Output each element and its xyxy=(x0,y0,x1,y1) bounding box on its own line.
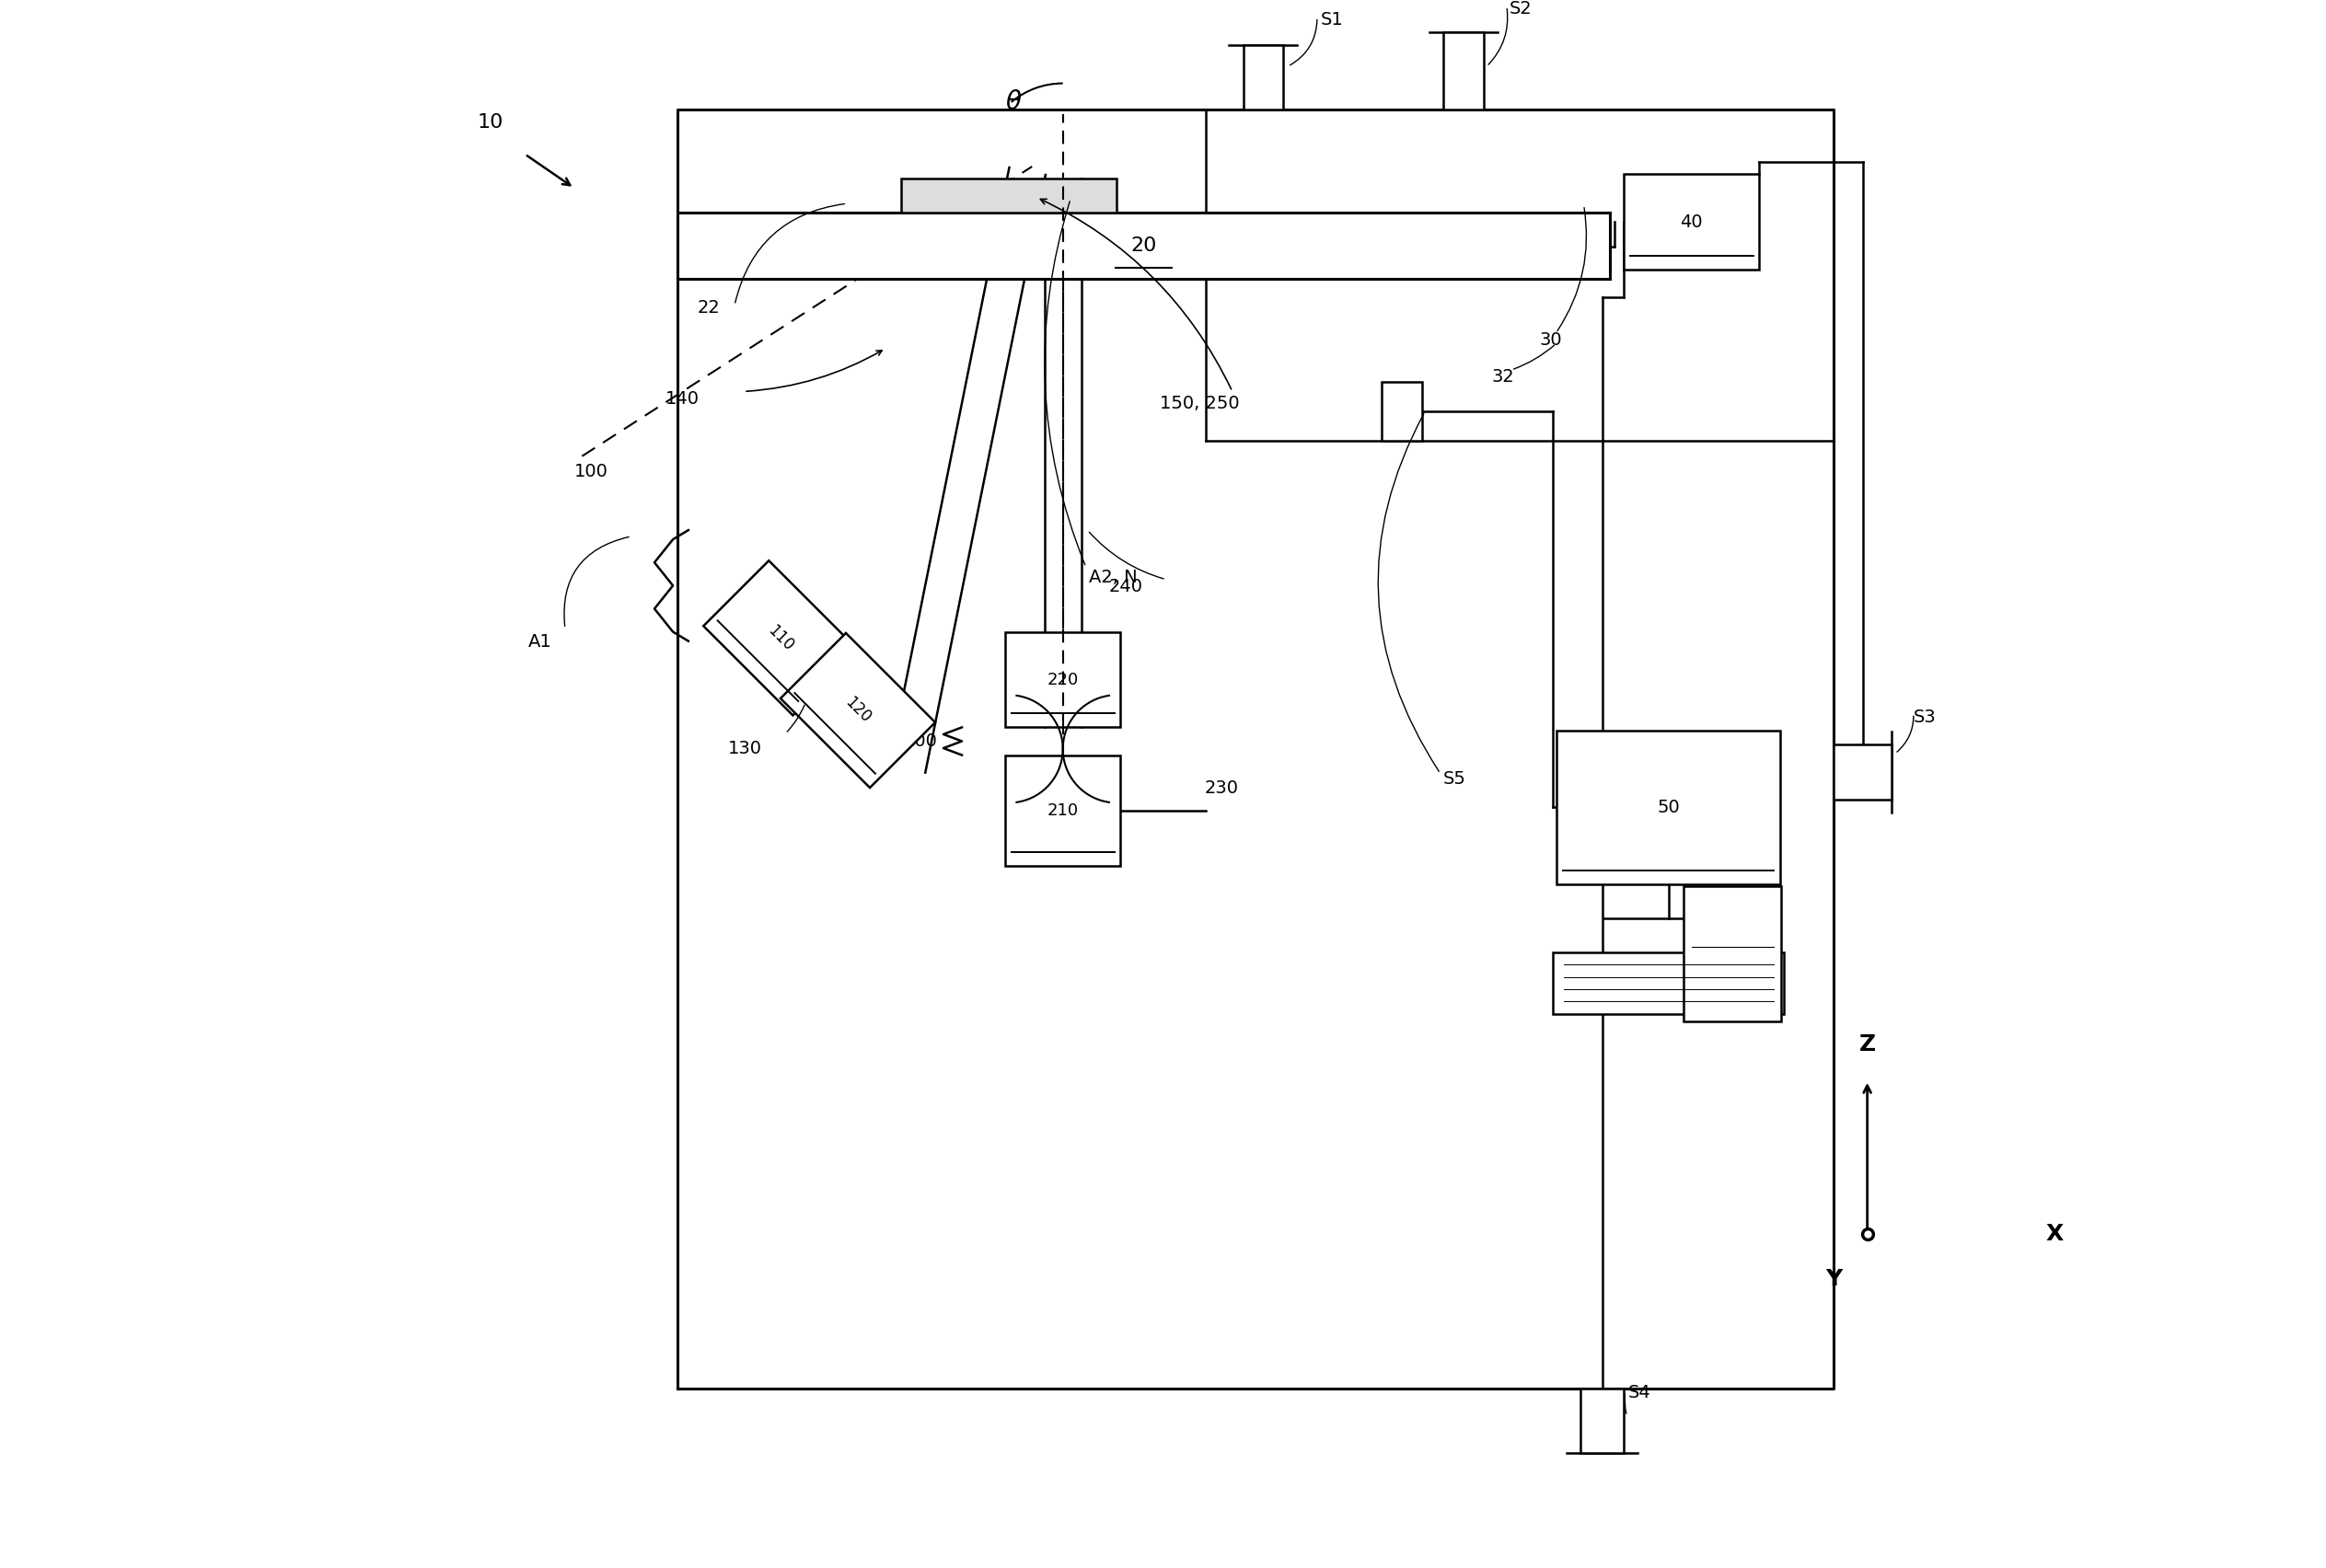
Bar xyxy=(1684,886,1782,1022)
Text: 30: 30 xyxy=(1540,331,1561,350)
Text: 40: 40 xyxy=(1679,213,1703,230)
Text: 110: 110 xyxy=(765,622,798,654)
Text: S3: S3 xyxy=(1914,709,1935,726)
Text: Y: Y xyxy=(1826,1269,1842,1290)
Bar xyxy=(1444,33,1484,110)
Text: 50: 50 xyxy=(1656,798,1679,817)
Text: S1: S1 xyxy=(1321,11,1342,28)
Bar xyxy=(1582,1388,1624,1454)
Text: 32: 32 xyxy=(1491,368,1514,386)
Text: 120: 120 xyxy=(842,695,875,726)
Text: 130: 130 xyxy=(728,740,763,757)
Text: 200: 200 xyxy=(902,732,937,750)
Text: X: X xyxy=(2047,1223,2063,1245)
Text: $\theta$: $\theta$ xyxy=(1005,89,1021,114)
Text: S4: S4 xyxy=(1628,1383,1651,1402)
Bar xyxy=(1005,756,1121,866)
Text: 140: 140 xyxy=(665,390,700,408)
Text: 10: 10 xyxy=(477,113,502,132)
Bar xyxy=(1833,745,1891,800)
Polygon shape xyxy=(782,633,935,787)
Text: S5: S5 xyxy=(1444,770,1465,789)
Bar xyxy=(1624,174,1758,270)
Text: 100: 100 xyxy=(575,463,607,480)
Bar xyxy=(1382,383,1421,441)
Bar xyxy=(1242,45,1284,110)
Text: S2: S2 xyxy=(1510,0,1533,17)
Text: A2, N: A2, N xyxy=(1089,569,1137,586)
Bar xyxy=(1005,632,1121,728)
Bar xyxy=(677,213,1610,279)
Text: A1: A1 xyxy=(528,633,551,651)
Text: 22: 22 xyxy=(698,299,721,317)
Text: 150, 250: 150, 250 xyxy=(1161,395,1240,412)
Polygon shape xyxy=(702,561,858,715)
Text: 220: 220 xyxy=(1047,671,1079,688)
Text: 210: 210 xyxy=(1047,803,1079,818)
Bar xyxy=(1554,952,1784,1014)
Bar xyxy=(900,179,1116,213)
Text: 240: 240 xyxy=(1110,579,1142,596)
Text: Z: Z xyxy=(1858,1033,1875,1055)
Bar xyxy=(1556,731,1779,884)
Text: 20: 20 xyxy=(1130,237,1156,256)
Text: 230: 230 xyxy=(1205,779,1240,797)
